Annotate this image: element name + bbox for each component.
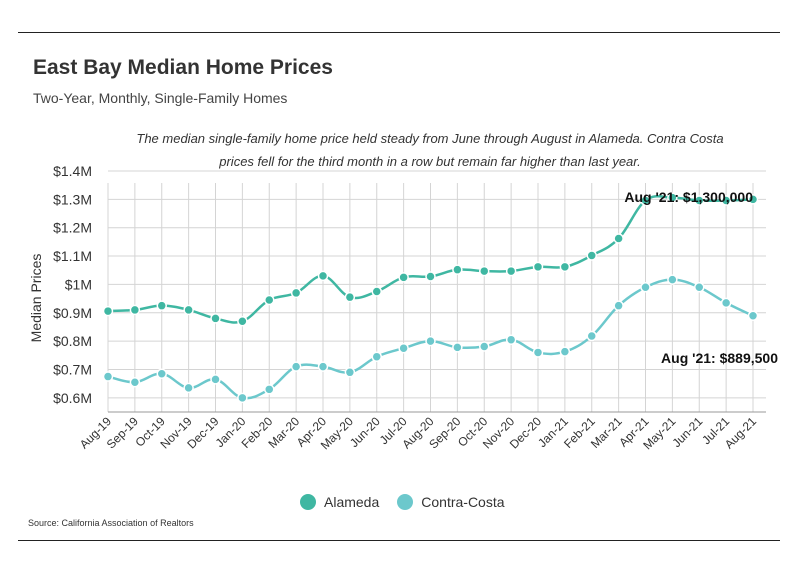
- data-point-alameda: [344, 291, 356, 303]
- annotation-label: Aug '21: $1,300,000: [624, 189, 753, 205]
- data-point-alameda: [237, 316, 248, 327]
- chart-note: The median single-family home price held…: [136, 131, 724, 169]
- data-point-alameda: [694, 195, 705, 206]
- data-point-alameda: [559, 261, 571, 273]
- data-point-contra-costa: [398, 342, 409, 354]
- source-note: Source: California Association of Realto…: [28, 518, 194, 528]
- data-point-contra-costa: [720, 297, 732, 309]
- data-point-contra-costa: [156, 368, 167, 379]
- data-point-alameda: [317, 270, 329, 282]
- data-point-alameda: [371, 286, 382, 297]
- data-point-contra-costa: [210, 374, 221, 385]
- y-tick-label: $0.6M: [53, 390, 92, 406]
- data-point-contra-costa: [613, 300, 624, 311]
- data-point-alameda: [102, 305, 114, 317]
- data-point-contra-costa: [425, 335, 436, 347]
- data-point-alameda: [129, 304, 141, 316]
- data-point-alameda: [290, 287, 302, 299]
- data-point-contra-costa: [694, 281, 705, 293]
- data-point-contra-costa: [317, 361, 329, 372]
- data-point-contra-costa: [505, 334, 517, 345]
- legend-label-alameda: Alameda: [324, 494, 380, 510]
- chart-title: East Bay Median Home Prices: [33, 56, 333, 79]
- data-point-contra-costa: [102, 371, 114, 382]
- data-point-alameda: [586, 250, 597, 261]
- y-tick-label: $0.7M: [53, 361, 92, 377]
- x-tick-label: Jun-21: [670, 414, 706, 450]
- chart-subtitle: Two-Year, Monthly, Single-Family Homes: [33, 90, 288, 106]
- data-point-contra-costa: [237, 392, 248, 404]
- y-axis-label: Median Prices: [28, 254, 44, 343]
- data-point-alameda: [505, 265, 517, 277]
- data-point-alameda: [156, 300, 167, 311]
- data-point-alameda: [532, 261, 544, 273]
- data-point-alameda: [183, 304, 194, 316]
- data-point-alameda: [452, 264, 463, 275]
- legend-swatch-contra-costa: [397, 494, 414, 510]
- bottom-rule: [18, 540, 780, 541]
- data-point-alameda: [613, 233, 624, 244]
- data-point-alameda: [667, 192, 678, 203]
- data-point-alameda: [264, 294, 275, 306]
- legend: Alameda Contra-Costa: [300, 494, 523, 510]
- data-point-contra-costa: [532, 347, 544, 358]
- data-point-contra-costa: [183, 382, 194, 394]
- top-rule: [18, 32, 780, 33]
- data-point-contra-costa: [479, 341, 490, 352]
- data-point-contra-costa: [640, 281, 651, 293]
- x-tick-label: Mar-21: [588, 414, 625, 451]
- data-point-alameda: [720, 195, 732, 206]
- y-tick-label: $1M: [65, 276, 92, 292]
- legend-item-alameda: Alameda: [300, 494, 379, 510]
- data-point-alameda: [747, 194, 759, 205]
- data-point-contra-costa: [344, 367, 356, 378]
- data-point-contra-costa: [586, 330, 597, 342]
- data-point-alameda: [479, 265, 490, 277]
- data-point-contra-costa: [747, 310, 759, 321]
- y-tick-label: $0.9M: [53, 305, 92, 321]
- legend-swatch-alameda: [300, 494, 316, 510]
- data-point-alameda: [210, 313, 221, 324]
- data-point-alameda: [640, 195, 651, 206]
- data-point-contra-costa: [452, 342, 463, 353]
- x-tick-label: Mar-20: [265, 414, 302, 451]
- data-point-alameda: [398, 272, 409, 283]
- data-point-contra-costa: [559, 346, 571, 357]
- legend-label-contra-costa: Contra-Costa: [421, 494, 505, 510]
- data-point-alameda: [425, 271, 436, 282]
- x-tick-label: Jun-20: [347, 414, 383, 450]
- data-point-contra-costa: [264, 384, 275, 395]
- data-point-contra-costa: [667, 274, 678, 285]
- y-tick-label: $1.1M: [53, 248, 92, 264]
- y-tick-label: $1.3M: [53, 191, 92, 207]
- data-point-contra-costa: [371, 351, 382, 362]
- y-tick-label: $0.8M: [53, 333, 92, 349]
- y-tick-label: $1.4M: [53, 163, 92, 179]
- data-point-contra-costa: [129, 376, 141, 388]
- annotation-label: Aug '21: $889,500: [661, 350, 778, 366]
- data-point-contra-costa: [290, 361, 302, 372]
- legend-item-contra-costa: Contra-Costa: [397, 494, 505, 510]
- y-tick-label: $1.2M: [53, 220, 92, 236]
